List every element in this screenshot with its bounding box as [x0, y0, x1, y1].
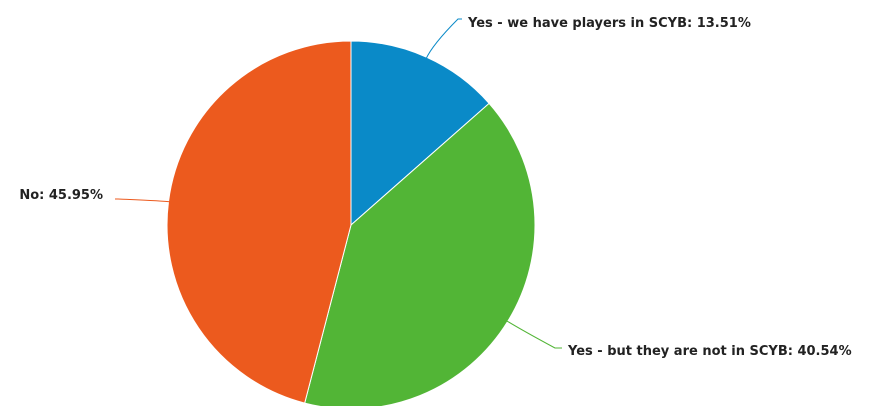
pie-slices — [166, 40, 536, 406]
leader-line — [505, 319, 562, 349]
slice-label: Yes - but they are not in SCYB: 40.54% — [567, 344, 852, 359]
slice-label: No: 45.95% — [19, 188, 103, 203]
leader-lines — [115, 18, 562, 349]
slice-labels: Yes - we have players in SCYB: 13.51% Yes… — [19, 16, 851, 359]
slice-label: Yes - we have players in SCYB: 13.51% — [467, 16, 751, 31]
leader-line — [425, 18, 462, 60]
leader-line — [115, 198, 171, 203]
